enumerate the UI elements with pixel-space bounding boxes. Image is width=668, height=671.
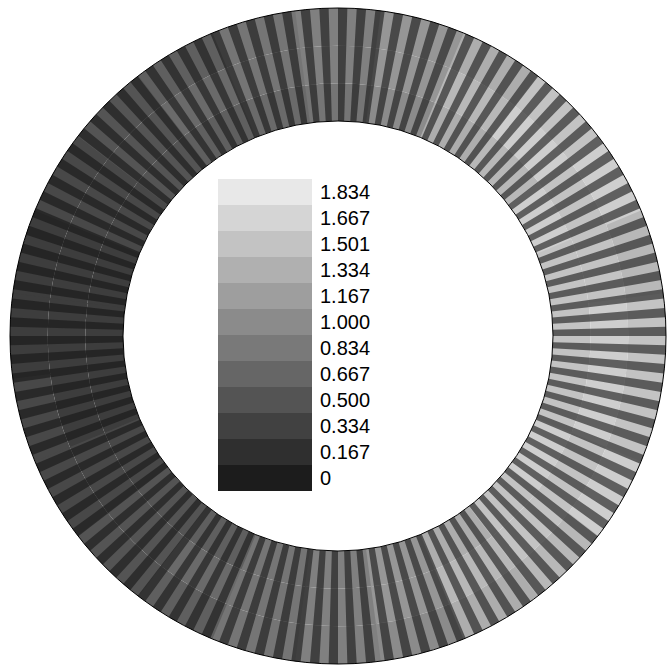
ring-inner [123, 121, 553, 551]
colorbar-tick-label: 1.667 [320, 207, 370, 229]
colorbar: 0 0.167 0.334 0.500 0.667 0.834 1.000 1.167 1.33… [218, 179, 370, 491]
colorbar-swatch [218, 257, 312, 283]
colorbar-tick-label: 0.500 [320, 389, 370, 411]
colorbar-swatch [218, 335, 312, 361]
colorbar-swatch [218, 361, 312, 387]
colorbar-tick-label: 0.334 [320, 415, 370, 437]
stripe [10, 8, 666, 664]
colorbar-swatch [218, 413, 312, 439]
colorbar-swatch [218, 465, 312, 491]
stripe-texture [10, 8, 666, 664]
colorbar-swatch [218, 387, 312, 413]
colorbar-swatch [218, 231, 312, 257]
colorbar-swatch [218, 179, 312, 205]
colorbar-tick-label: 1.334 [320, 259, 370, 281]
colorbar-tick-label: 0 [320, 467, 331, 489]
colorbar-tick-label: 0.834 [320, 337, 370, 359]
heatmap-cells [10, 8, 666, 664]
colorbar-tick-label: 1.167 [320, 285, 370, 307]
colorbar-swatch [218, 439, 312, 465]
colorbar-tick-label: 0.167 [320, 441, 370, 463]
colorbar-tick-label: 1.501 [320, 233, 370, 255]
ring-outer [10, 8, 666, 664]
colorbar-tick-label: 1.834 [320, 181, 370, 203]
colorbar-tick-label: 0.667 [320, 363, 370, 385]
colorbar-swatch [218, 205, 312, 231]
colorbar-swatch [218, 309, 312, 335]
chart: 0 0.167 0.334 0.500 0.667 0.834 1.000 1.167 1.33… [0, 0, 668, 671]
colorbar-tick-label: 1.000 [320, 311, 370, 333]
colorbar-swatch [218, 283, 312, 309]
